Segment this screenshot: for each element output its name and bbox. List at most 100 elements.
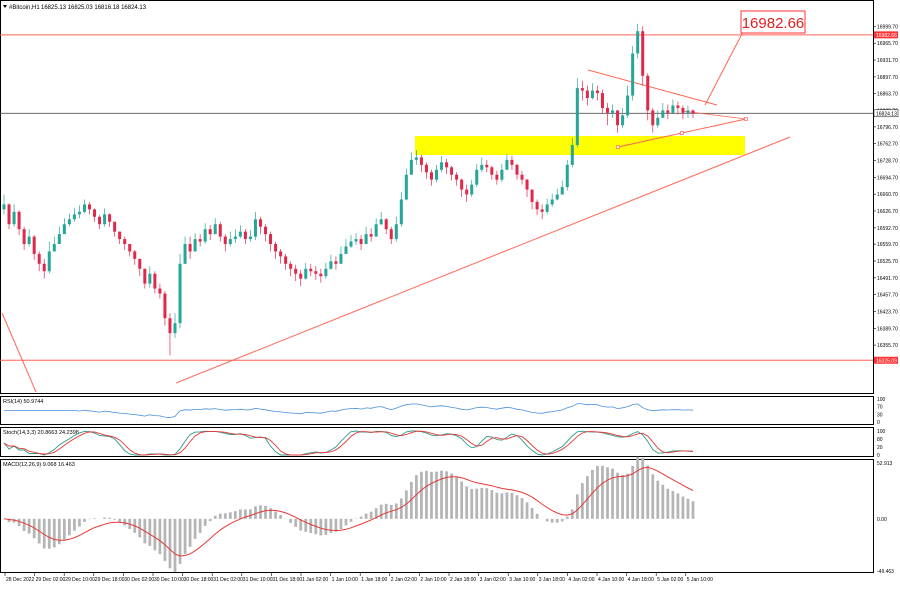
candle-body: [465, 189, 469, 195]
candle-body: [22, 229, 26, 245]
candle: [636, 23, 640, 59]
candle: [389, 226, 393, 245]
candle: [555, 188, 559, 201]
candle-body: [289, 263, 293, 269]
candle-body: [570, 145, 574, 165]
candle: [460, 178, 464, 197]
main-panel-frame: [0, 0, 874, 394]
candle-body: [480, 164, 484, 170]
candle: [575, 78, 579, 148]
chart-header-symbol: #Bitcoin,H1: [9, 5, 40, 11]
candle: [450, 165, 454, 181]
candle-body: [269, 234, 273, 245]
price-axis-label: 16728.70: [877, 159, 898, 165]
candle-body: [565, 164, 569, 188]
candle: [651, 107, 655, 133]
horizontal-level-lines: [0, 34, 873, 361]
rsi-line: [4, 403, 694, 419]
candle: [399, 192, 403, 227]
candle-body: [103, 214, 107, 225]
rsi-line-group: [4, 403, 694, 419]
triangle-upper-line: [587, 69, 718, 106]
candle-body: [123, 239, 127, 245]
candle: [676, 101, 680, 115]
callout-leader-line: [704, 29, 745, 106]
candle-body: [414, 157, 418, 160]
candle: [550, 193, 554, 207]
callout-box: [740, 10, 806, 34]
candle: [560, 180, 564, 195]
price-axis-label: 16559.70: [877, 242, 898, 248]
price-panel[interactable]: #Bitcoin,H1 16825.13 16825.03 16816.18 1…: [0, 5, 899, 393]
candle: [616, 110, 620, 133]
candle-body: [37, 253, 41, 264]
candle-body: [505, 159, 509, 170]
candle-body: [113, 221, 117, 232]
trendline-anchor: [680, 131, 684, 135]
candle: [646, 73, 650, 121]
candle: [344, 239, 348, 254]
candle: [2, 194, 6, 215]
candle-body: [2, 204, 6, 210]
stoch-signal-line: [3, 430, 694, 456]
price-tag-current: [873, 109, 899, 118]
candle-body: [168, 318, 172, 334]
candle: [621, 107, 625, 128]
candle: [530, 189, 534, 210]
time-axis-label: 29 Dec 10:00: [65, 577, 95, 583]
candle-body: [475, 169, 479, 185]
demand-zone-rect[interactable]: [415, 136, 745, 155]
candle: [103, 208, 107, 227]
macd-level-labels: 52.913 0.00 -49.463: [877, 461, 894, 575]
candle: [118, 231, 122, 245]
candle-body: [133, 251, 137, 259]
candle: [203, 223, 207, 245]
candle: [258, 216, 262, 235]
dropdown-triangle-icon[interactable]: [3, 5, 7, 8]
candle-body: [555, 194, 559, 200]
candle: [324, 262, 328, 279]
stoch-lines-group: [3, 430, 694, 456]
candle: [208, 225, 212, 241]
candle: [178, 253, 182, 329]
candle: [77, 205, 81, 219]
time-axis-label: 2 Jan 18:00: [450, 577, 476, 583]
candle-body: [600, 93, 604, 108]
candle: [580, 80, 584, 101]
candle-body: [379, 219, 383, 225]
candle-body: [590, 90, 594, 99]
candle-body: [646, 75, 650, 111]
rsi-panel-frame: [0, 396, 874, 425]
candle: [67, 213, 71, 227]
candle: [7, 203, 11, 230]
candle: [42, 258, 46, 279]
time-axis-label: 30 Dec 10:00: [154, 577, 184, 583]
candle-body: [173, 323, 177, 334]
candle: [435, 164, 439, 183]
candle-body: [17, 211, 21, 230]
candle-body: [284, 256, 288, 264]
price-axis-label: 16931.70: [877, 58, 898, 64]
candle-body: [661, 110, 665, 118]
price-callout[interactable]: 16982.66: [704, 10, 806, 106]
time-axis-label: 31 Dec 18:00: [272, 577, 302, 583]
candle: [87, 201, 92, 215]
candle-body: [178, 263, 182, 324]
candle-body: [87, 204, 92, 210]
candle-body: [575, 88, 579, 146]
candle: [123, 236, 127, 250]
candle-body: [193, 239, 197, 252]
candle-body: [52, 244, 56, 252]
time-axis-label: 29 Dec 02:00: [36, 577, 66, 583]
macd-histogram-group: [7, 456, 695, 572]
time-axis-label: 31 Dec 02:00: [213, 577, 243, 583]
candle-body: [460, 179, 464, 190]
candle: [299, 269, 303, 287]
candle-body: [72, 214, 76, 220]
candle-body: [274, 244, 278, 252]
candle-body: [560, 187, 564, 195]
time-axis-label: 4 Jan 10:00: [598, 577, 624, 583]
candle: [510, 155, 514, 170]
